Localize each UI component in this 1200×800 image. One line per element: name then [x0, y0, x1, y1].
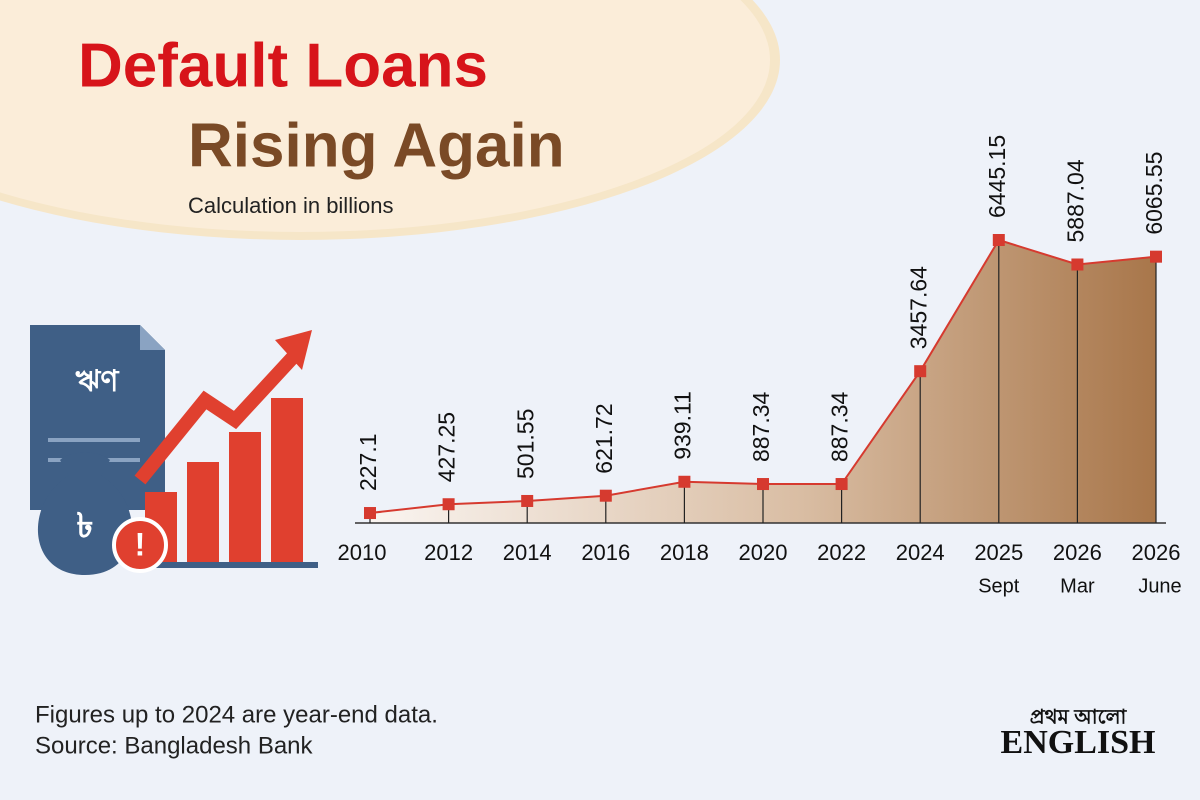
svg-text:!: ! [135, 526, 146, 562]
x-tick-label: 2016 [581, 540, 630, 565]
plot: 227.1 427.25 501.55 621.72 939.11 887.34 887.3… [338, 135, 1182, 597]
loan-icon: ঋণ ৳ ! [30, 325, 318, 575]
value-label: 501.55 [512, 409, 538, 479]
header-blob-inner [0, 0, 770, 232]
x-tick-label: 2012 [424, 540, 473, 565]
x-tick-label: 2026 [1132, 540, 1181, 565]
value-label: 621.72 [591, 403, 617, 473]
x-tick-label: 2025 [974, 540, 1023, 565]
x-tick-label: 2022 [817, 540, 866, 565]
chart-title-line2: Rising Again [188, 111, 565, 180]
svg-text:৳: ৳ [77, 507, 94, 545]
marker [914, 365, 927, 378]
value-label: 939.11 [669, 391, 695, 460]
value-label: 887.34 [827, 391, 853, 462]
x-tick-label: 2026 [1053, 540, 1102, 565]
marker [364, 507, 376, 520]
x-tick-label: 2024 [896, 540, 945, 565]
logo-english: ENGLISH [1001, 724, 1156, 761]
marker [678, 475, 691, 488]
x-tick-label: 2020 [739, 540, 788, 565]
marker [992, 234, 1005, 246]
marker [1150, 250, 1162, 263]
marker [1071, 258, 1084, 271]
x-tick-sublabel: Sept [978, 575, 1020, 597]
value-label: 6065.55 [1141, 152, 1167, 235]
value-label: 427.25 [434, 412, 460, 482]
value-label: 227.1 [355, 433, 381, 491]
area [370, 240, 1156, 523]
x-tick-label: 2010 [338, 540, 387, 565]
x-tick-label: 2014 [503, 540, 552, 565]
value-label: 6445.15 [984, 135, 1010, 218]
marker [835, 478, 848, 491]
value-label: 3457.64 [905, 266, 931, 349]
value-label: 5887.04 [1062, 159, 1088, 242]
chart-title: Default Loans [78, 31, 488, 100]
marker [599, 489, 612, 502]
marker [757, 478, 769, 491]
icon-label: ঋণ [75, 365, 121, 398]
source: Source: Bangladesh Bank [35, 732, 314, 759]
x-tick-label: 2018 [660, 540, 709, 565]
logo-bangla: প্রথম আলো [1030, 706, 1128, 728]
value-label: 887.34 [748, 391, 774, 462]
x-tick-sublabel: June [1138, 575, 1181, 597]
chart-subtitle: Calculation in billions [188, 193, 393, 218]
marker [442, 498, 455, 511]
marker [521, 494, 534, 507]
note: Figures up to 2024 are year-end data. [35, 701, 438, 728]
x-tick-sublabel: Mar [1060, 575, 1095, 597]
